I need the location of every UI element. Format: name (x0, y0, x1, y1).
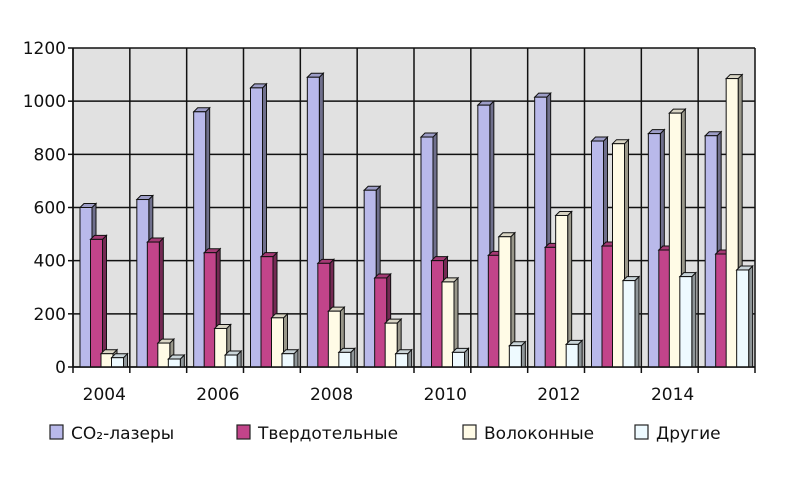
legend-swatch (462, 424, 477, 440)
legend-label: Волоконные (484, 424, 594, 444)
bar-Волоконные-2011 (497, 231, 517, 368)
bar (90, 238, 103, 368)
bar (395, 353, 409, 368)
bar-Другие-2009 (394, 348, 413, 368)
bar-Другие-2013 (621, 275, 641, 368)
bar-side (748, 264, 754, 368)
bar (508, 345, 522, 368)
bar-Твердотельные-2004 (89, 234, 108, 368)
bar-Другие-2006 (223, 349, 243, 368)
bar-side (691, 271, 697, 368)
legend-swatch (634, 424, 649, 440)
bar-Волоконные-2010 (440, 276, 460, 368)
x-tick-label: 2014 (651, 385, 694, 405)
bar (281, 353, 295, 368)
y-tick-label: 800 (34, 145, 66, 165)
bars (78, 72, 754, 368)
y-tick-label: 1200 (23, 39, 66, 59)
bar-Другие-2011 (508, 340, 527, 368)
bar-side (634, 275, 640, 368)
bar (111, 357, 124, 368)
legend-swatch (49, 424, 64, 440)
bar (167, 358, 181, 368)
y-tick-label: 400 (34, 252, 66, 272)
y-tick-label: 200 (34, 305, 66, 325)
bar (565, 343, 579, 368)
bar-Другие-2004 (110, 352, 129, 368)
bar-Другие-2005 (167, 353, 186, 368)
plot-area (72, 47, 756, 368)
bar-Другие-2010 (451, 347, 470, 368)
bar-side (102, 234, 107, 368)
bar-Другие-2007 (280, 348, 300, 368)
x-tick-label: 2010 (424, 385, 467, 405)
y-tick-label: 1000 (23, 92, 66, 112)
bar (679, 276, 693, 368)
x-tick-label: 2008 (310, 385, 353, 405)
legend-label: CO₂-лазеры (71, 424, 174, 444)
bar-Твердотельные-2005 (146, 236, 165, 368)
x-tick-label: 2004 (83, 385, 126, 405)
legend-swatch (236, 424, 251, 440)
axes: 0 200 400 600 800 1000 1200 2004 2006 2008 2010 201… (23, 39, 756, 405)
x-tick-label: 2012 (537, 385, 580, 405)
y-tick-label: 600 (34, 199, 66, 219)
bar (622, 280, 636, 368)
bar-Другие-2014 (678, 271, 698, 368)
bar (224, 354, 238, 368)
legend: CO₂-лазеры Твердотельные Волоконные Другие (49, 424, 721, 444)
bar (736, 269, 750, 368)
bar-Другие-2012 (564, 339, 584, 368)
legend-label: Другие (656, 424, 721, 444)
bar-Другие-2008 (337, 347, 357, 368)
legend-label: Твердотельные (257, 424, 398, 444)
bar (338, 351, 352, 368)
bar-Другие-2015 (735, 264, 754, 368)
bar-Волоконные-2012 (554, 210, 573, 368)
x-tick-label: 2006 (196, 385, 239, 405)
bar (452, 351, 465, 368)
y-tick-label: 0 (55, 358, 66, 378)
